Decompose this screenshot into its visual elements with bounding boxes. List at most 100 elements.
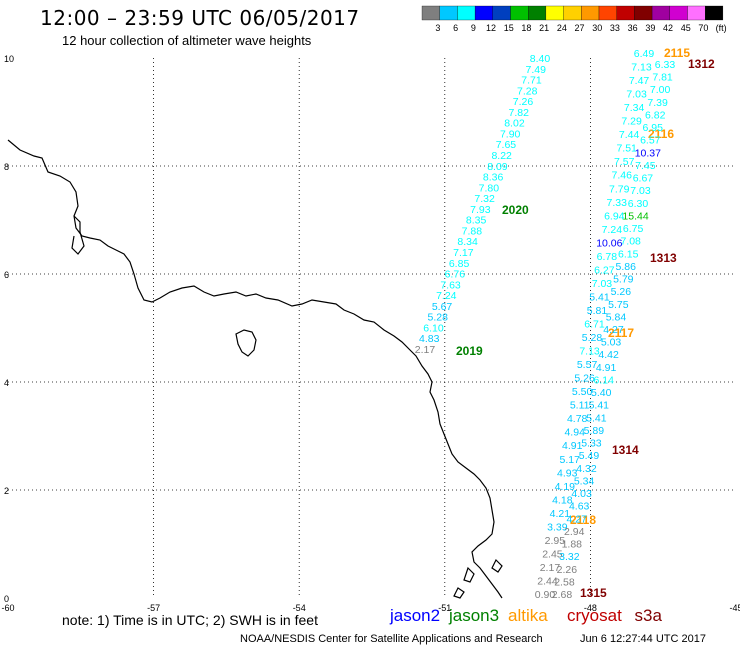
colorbar-swatch [510, 5, 529, 21]
wave-height-value: 8.22 [491, 150, 512, 162]
wave-height-value: 6.95 [643, 122, 664, 134]
page-subtitle: 12 hour collection of altimeter wave hei… [62, 33, 312, 48]
coastline-inlet [71, 215, 85, 255]
colorbar-label: (ft) [716, 23, 727, 33]
colorbar-swatch [598, 5, 617, 21]
wave-height-value: 5.28 [428, 312, 449, 324]
wave-height-value: 7.88 [462, 225, 483, 237]
wave-height-value: 4.83 [419, 333, 440, 345]
wave-height-value: 0.90 [535, 589, 556, 601]
x-tick-label: -60 [1, 603, 14, 613]
wave-height-value: 7.80 [479, 182, 500, 194]
colorbar-swatch [651, 5, 670, 21]
y-tick-label: 10 [4, 54, 14, 64]
wave-height-value: 7.08 [620, 236, 641, 248]
wave-height-value: 4.18 [552, 494, 573, 506]
wave-height-value: 7.57 [614, 156, 635, 168]
page-title: 12:00 – 23:59 UTC 06/05/2017 [40, 6, 360, 30]
y-tick-label: 2 [4, 486, 9, 496]
wave-height-value: 5.40 [591, 387, 612, 399]
wave-height-value: 7.79 [609, 183, 630, 195]
wave-height-value: 7.44 [619, 129, 640, 141]
wave-height-value: 6.10 [423, 322, 444, 334]
wave-height-value: 7.49 [526, 64, 547, 76]
wave-height-value: 2.45 [542, 548, 563, 560]
wave-height-value: 4.94 [564, 427, 585, 439]
wave-height-value: 7.03 [630, 185, 651, 197]
colorbar-label: 42 [663, 23, 673, 33]
colorbar-swatch [581, 5, 600, 21]
wave-height-value: 4.63 [569, 501, 590, 513]
colorbar-swatch [563, 5, 582, 21]
wave-height-value: 7.03 [592, 278, 613, 290]
wave-height-value: 3.32 [559, 551, 580, 563]
wave-height-value: 5.50 [572, 386, 593, 398]
wave-height-value: 7.47 [629, 75, 650, 87]
y-tick-label: 8 [4, 162, 9, 172]
track-label: 2020 [502, 203, 529, 217]
legend-s3a: s3a [634, 606, 662, 625]
wave-height-value: 8.35 [466, 215, 487, 227]
colorbar-label: 3 [435, 23, 440, 33]
wave-height-value: 5.03 [601, 337, 622, 349]
wave-height-value: 5.11 [570, 400, 590, 412]
wave-height-value: 4.93 [557, 467, 578, 479]
track-label: 2117 [608, 326, 634, 340]
x-tick-label: -54 [293, 603, 306, 613]
legend-jason2: jason2 [390, 606, 441, 625]
wave-height-value: 6.33 [655, 59, 676, 71]
wave-height-value: 2.44 [537, 575, 558, 587]
colorbar-label: 6 [453, 23, 458, 33]
colorbar-label: 12 [486, 23, 496, 33]
wave-height-value: 2.95 [545, 535, 566, 547]
wave-height-value: 4.32 [576, 463, 597, 475]
coastline-islands-south [453, 558, 503, 599]
wave-height-value: 8.02 [504, 118, 525, 130]
wave-height-value: 7.13 [579, 346, 600, 358]
wave-height-value: 6.57 [640, 135, 661, 147]
x-tick-label: -48 [584, 603, 597, 613]
wave-height-value: 5.89 [584, 425, 605, 437]
wave-height-value: 5.41 [586, 412, 607, 424]
colorbar-label: 33 [610, 23, 620, 33]
legend-jason3: jason3 [449, 606, 500, 625]
coastline-island [235, 329, 257, 357]
wave-height-value: 6.67 [633, 173, 654, 185]
colorbar-swatch [439, 5, 458, 21]
wave-height-value: 5.49 [579, 450, 600, 462]
colorbar-swatch [545, 5, 564, 21]
wave-height-value: 7.26 [513, 96, 534, 108]
colorbar-label: 27 [575, 23, 585, 33]
wave-height-value: 2.26 [557, 564, 578, 576]
colorbar-swatch [457, 5, 476, 21]
note-text: note: 1) Time is in UTC; 2) SWH is in fe… [62, 612, 318, 628]
wave-height-value: 7.03 [626, 89, 647, 101]
colorbar-swatch [669, 5, 688, 21]
wave-height-value: 15.44 [622, 210, 648, 222]
wave-height-value: 5.28 [582, 332, 603, 344]
wave-height-value: 5.84 [606, 311, 627, 323]
wave-height-value: 7.24 [602, 224, 623, 236]
colorbar-swatch [421, 5, 440, 21]
colorbar: 3 6 9 12 15 18 21 24 27 30 33 36 39 42 45 70 (ft) [421, 5, 727, 33]
wave-height-value: 7.82 [508, 107, 529, 119]
wave-height-value: 3.39 [547, 521, 568, 533]
wave-height-value: 7.81 [652, 72, 673, 84]
colorbar-label: 45 [681, 23, 691, 33]
wave-height-value: 2.17 [415, 344, 436, 356]
colorbar-label: 36 [628, 23, 638, 33]
wave-height-value: 7.00 [650, 84, 671, 96]
colorbar-swatch [634, 5, 653, 21]
colorbar-swatch [687, 5, 706, 21]
wave-height-value: 6.76 [445, 269, 466, 281]
wave-height-value: 5.57 [577, 359, 598, 371]
wave-height-value: 4.78 [567, 413, 588, 425]
track-label: 1315 [580, 586, 607, 600]
y-tick-label: 0 [4, 594, 9, 604]
axis-labels: -60 -57 -54 -51 -48 -45 0 2 4 6 8 10 [1, 54, 740, 613]
wave-height-value: 2.17 [540, 562, 561, 574]
wave-height-value: 6.27 [594, 264, 615, 276]
wave-height-value: 5.26 [574, 373, 595, 385]
wave-height-value: 7.39 [647, 97, 668, 109]
